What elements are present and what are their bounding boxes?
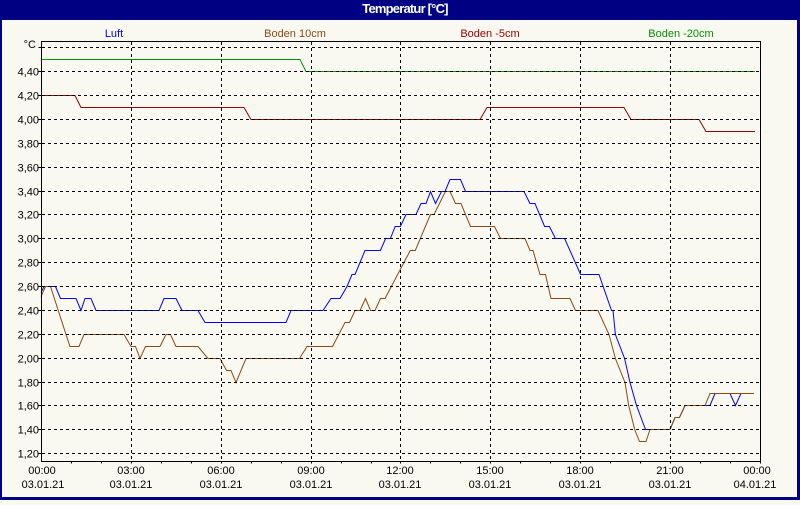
svg-text:00:00: 00:00: [743, 465, 771, 477]
svg-text:Luft: Luft: [105, 28, 123, 40]
svg-text:3,00: 3,00: [18, 234, 39, 246]
svg-text:00:00: 00:00: [28, 465, 56, 477]
svg-text:03.01.21: 03.01.21: [559, 479, 602, 491]
svg-text:03.01.21: 03.01.21: [290, 479, 333, 491]
svg-text:15:00: 15:00: [476, 465, 504, 477]
svg-text:09:00: 09:00: [297, 465, 325, 477]
svg-text:2,60: 2,60: [18, 282, 39, 294]
svg-text:03.01.21: 03.01.21: [649, 479, 692, 491]
svg-text:3,20: 3,20: [18, 210, 39, 222]
svg-text:4,20: 4,20: [18, 91, 39, 103]
svg-text:Boden -20cm: Boden -20cm: [648, 28, 713, 40]
svg-text:1,20: 1,20: [18, 449, 39, 461]
svg-text:03.01.21: 03.01.21: [200, 479, 243, 491]
svg-text:18:00: 18:00: [566, 465, 594, 477]
svg-text:°C: °C: [24, 39, 36, 51]
svg-text:3,80: 3,80: [18, 139, 39, 151]
svg-text:3,60: 3,60: [18, 163, 39, 175]
svg-text:03:00: 03:00: [117, 465, 145, 477]
svg-text:03.01.21: 03.01.21: [379, 479, 422, 491]
svg-text:2,20: 2,20: [18, 330, 39, 342]
svg-text:1,40: 1,40: [18, 425, 39, 437]
svg-text:06:00: 06:00: [207, 465, 235, 477]
svg-text:12:00: 12:00: [386, 465, 414, 477]
svg-text:03.01.21: 03.01.21: [469, 479, 512, 491]
svg-text:4,40: 4,40: [18, 67, 39, 79]
svg-text:03.01.21: 03.01.21: [22, 479, 65, 491]
svg-text:Boden -5cm: Boden -5cm: [460, 28, 519, 40]
svg-text:4,00: 4,00: [18, 115, 39, 127]
svg-text:2,00: 2,00: [18, 354, 39, 366]
svg-text:1,60: 1,60: [18, 401, 39, 413]
svg-text:3,40: 3,40: [18, 187, 39, 199]
svg-text:21:00: 21:00: [656, 465, 684, 477]
svg-text:Boden 10cm: Boden 10cm: [264, 28, 326, 40]
svg-text:2,80: 2,80: [18, 258, 39, 270]
svg-text:Temperatur [°C]: Temperatur [°C]: [362, 1, 448, 16]
svg-text:03.01.21: 03.01.21: [110, 479, 153, 491]
svg-text:1,80: 1,80: [18, 378, 39, 390]
svg-text:2,40: 2,40: [18, 306, 39, 318]
svg-text:04.01.21: 04.01.21: [734, 479, 777, 491]
